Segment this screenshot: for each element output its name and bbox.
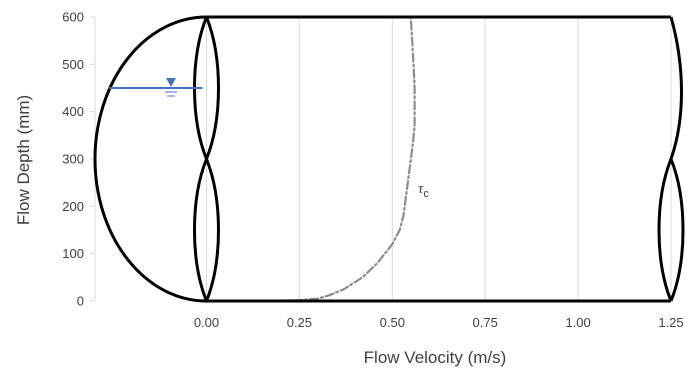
y-tick-label-1: 100 (62, 246, 84, 261)
x-tick-label-1: 0.25 (287, 315, 312, 330)
x-tick-labels: 0.00 0.25 0.50 0.75 1.00 1.25 (194, 315, 684, 330)
x-tick-label-2: 0.50 (380, 315, 405, 330)
x-tick-label-5: 1.25 (658, 315, 683, 330)
x-tick-label-3: 0.75 (473, 315, 498, 330)
series-label-tau: τc (418, 181, 429, 200)
pipe-outline (93, 15, 685, 303)
x-tick-label-0: 0.00 (194, 315, 219, 330)
y-tick-label-4: 400 (62, 104, 84, 119)
vertical-gridlines (205, 17, 672, 301)
water-level-triangle-icon (166, 78, 176, 87)
y-tick-labels: 0 100 200 300 400 500 600 (62, 10, 95, 309)
y-tick-label-2: 200 (62, 199, 84, 214)
y-tick-label-0: 0 (77, 294, 84, 309)
y-tick-label-3: 300 (62, 152, 84, 167)
y-tick-label-5: 500 (62, 57, 84, 72)
y-tick-label-6: 600 (62, 10, 84, 25)
pipe-right-edge-top (669, 16, 683, 160)
x-axis-title: Flow Velocity (m/s) (364, 348, 507, 367)
water-level-marker (109, 78, 203, 97)
x-tick-label-4: 1.00 (565, 315, 590, 330)
y-axis-title: Flow Depth (mm) (14, 95, 33, 225)
annotations: τc (418, 181, 429, 200)
pipe-right-break-b (669, 158, 685, 302)
pipe-left-cap (93, 15, 207, 303)
pipe-left-break-b (193, 16, 220, 302)
velocity-profile-series (261, 15, 416, 303)
pipe-right-break-a (657, 158, 673, 302)
series-line-0 (261, 15, 416, 303)
